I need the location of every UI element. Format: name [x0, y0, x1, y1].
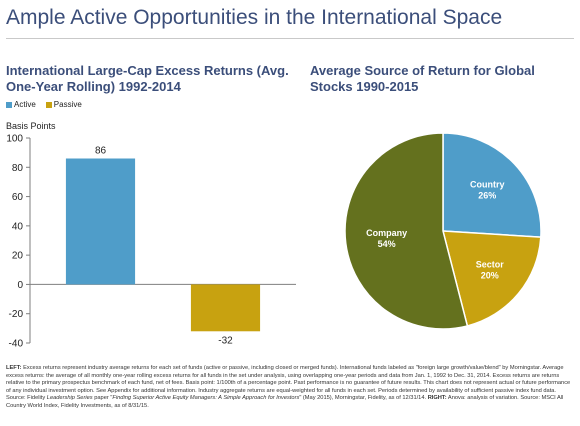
legend-item-active: Active — [6, 100, 36, 109]
pie-slice-country — [442, 132, 542, 238]
bar-active — [65, 158, 136, 285]
bar-chart: -40 -20 0 20 40 60 80 100 86 -32 — [6, 134, 296, 350]
footnote-series: Leadership Series — [46, 395, 93, 402]
pie-slice-label: Company — [366, 228, 407, 238]
bar-chart-legend: Active Passive — [6, 100, 82, 109]
page-title: Ample Active Opportunities in the Intern… — [6, 6, 503, 29]
footnote-paper-title: Finding Superior Active Equity Managers:… — [112, 395, 300, 402]
bar-chart-title: International Large-Cap Excess Returns (… — [6, 63, 289, 94]
footnote-paper-suffix: " (May 2015), Morningstar, Fidelity, as … — [299, 395, 428, 402]
legend-item-passive: Passive — [45, 100, 82, 109]
title-divider — [6, 38, 574, 39]
y-tick-label: 20 — [12, 251, 24, 262]
pie-slice-label: Country — [470, 179, 505, 189]
footnote-left-tag: LEFT: — [6, 365, 22, 371]
y-tick-label: 40 — [12, 221, 24, 232]
footnote-left-text: Excess returns represent industry averag… — [6, 365, 571, 402]
bar-data-label: -32 — [218, 335, 233, 346]
pie-slice-sector — [442, 230, 542, 327]
y-tick-label: 80 — [12, 163, 24, 174]
footnote-right-text: Anova: analysis of variation. Source: MS… — [6, 395, 564, 409]
y-tick-label: -20 — [9, 309, 24, 320]
pie-slice-value: 54% — [378, 239, 396, 249]
bar-chart-y-axis-label: Basis Points — [6, 121, 56, 131]
y-tick-label: 100 — [6, 134, 23, 145]
footnote-right-tag: RIGHT: — [427, 395, 447, 402]
legend-label-passive: Passive — [53, 100, 82, 109]
legend-swatch-passive — [45, 101, 52, 108]
legend-label-active: Active — [14, 100, 36, 109]
y-tick-label: 0 — [17, 280, 23, 291]
bar-data-label: 86 — [95, 146, 107, 157]
pie-slice-label: Sector — [476, 260, 505, 270]
footnote-paper-prefix: paper " — [92, 395, 113, 402]
pie-chart-title: Average Source of Return for Global Stoc… — [310, 63, 535, 94]
pie-slice-company — [344, 132, 469, 330]
y-tick-label: -40 — [9, 339, 24, 350]
pie-slice-value: 26% — [478, 190, 496, 200]
y-tick-label: 60 — [12, 192, 24, 203]
legend-swatch-active — [6, 101, 12, 108]
pie-slice-value: 20% — [481, 271, 499, 281]
bar-passive — [190, 284, 261, 332]
footnote: LEFT: Excess returns represent industry … — [6, 365, 574, 411]
